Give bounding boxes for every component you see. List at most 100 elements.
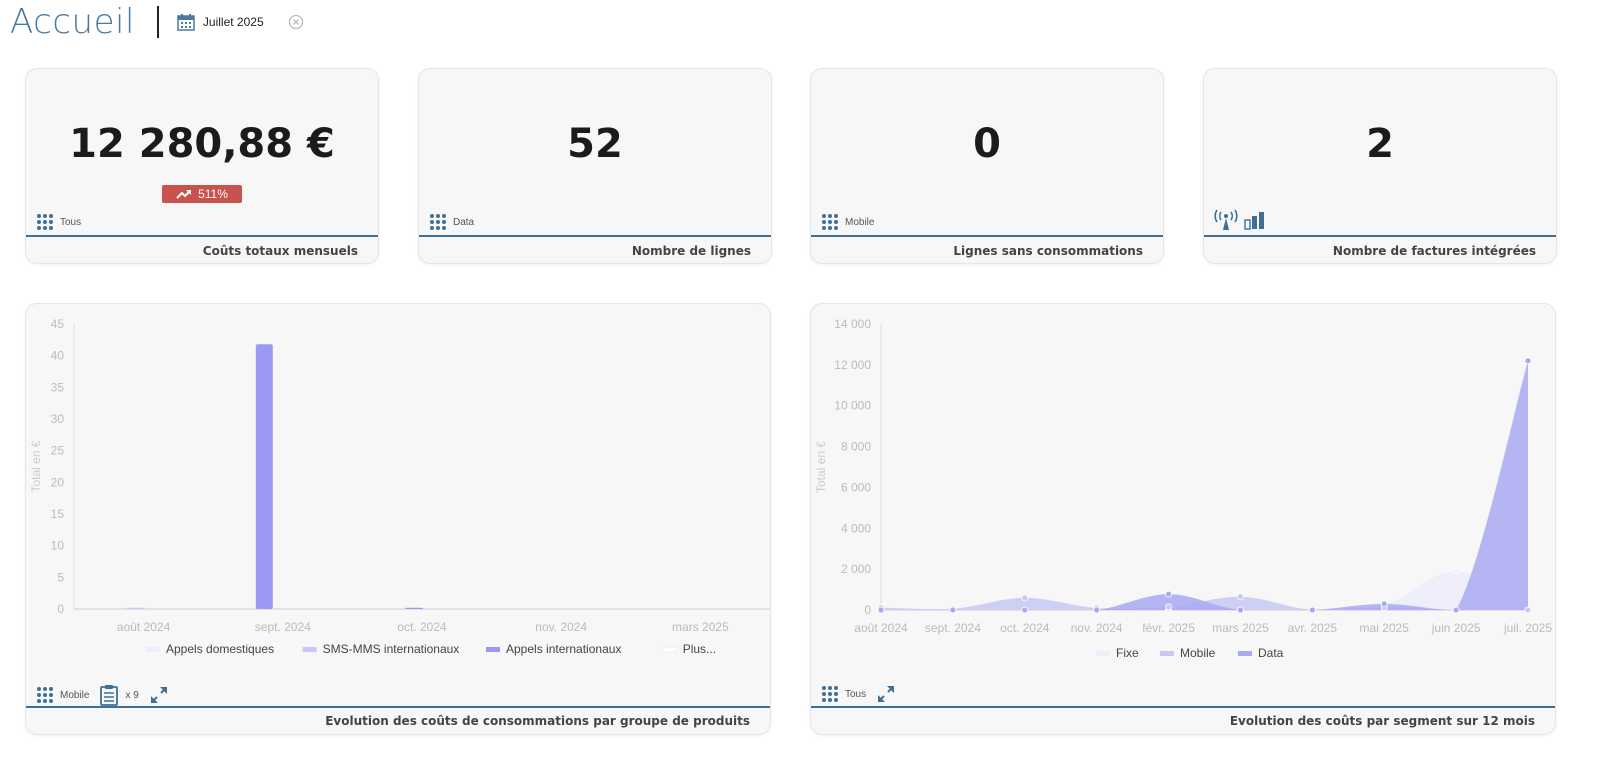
data-point xyxy=(949,606,957,614)
x-tick-label: mars 2025 xyxy=(672,620,729,634)
data-point xyxy=(1237,606,1244,614)
grid-dots-icon xyxy=(822,214,838,230)
y-tick-label: 40 xyxy=(51,349,65,363)
expand-icon[interactable] xyxy=(149,685,169,705)
card-divider xyxy=(1204,235,1556,237)
area-chart-panel: 0 2 000 4 000 6 000 8 000 10 000 12 000 14 000 T… xyxy=(810,303,1556,735)
data-point xyxy=(1165,590,1172,598)
grid-dots-icon xyxy=(822,686,838,702)
data-point xyxy=(1308,606,1316,614)
x-tick-label: mai 2025 xyxy=(1360,621,1410,635)
date-filter-label: Juillet 2025 xyxy=(202,15,264,29)
segment-tag: Mobile x 9 xyxy=(36,684,169,706)
segment-tag: Mobile xyxy=(821,213,874,231)
segment-tag-label: Tous xyxy=(60,216,82,228)
data-point xyxy=(1093,606,1101,614)
y-tick-label: 0 xyxy=(57,602,64,616)
date-filter[interactable]: Juillet 2025 xyxy=(177,13,304,31)
y-tick-label: 12 000 xyxy=(834,358,871,372)
antenna-icon xyxy=(1214,209,1238,230)
y-tick-label: 20 xyxy=(51,475,65,489)
y-tick-label: 10 xyxy=(51,539,65,553)
bar-chart-icon xyxy=(1244,212,1264,230)
kpi-card-total-costs[interactable]: 12 280,88 € 511% Tous Coûts totaux mensu… xyxy=(25,68,379,264)
data-point xyxy=(1524,357,1532,365)
y-tick-label: 10 000 xyxy=(834,399,871,413)
kpi-label: Nombre de lignes xyxy=(631,244,751,258)
x-tick-label: oct. 2024 xyxy=(1000,621,1050,635)
data-point xyxy=(1237,593,1244,601)
bar-chart-panel: 0 5 10 15 20 25 30 35 40 45 Total en € août 2024 sep… xyxy=(25,303,771,735)
bar xyxy=(405,607,423,609)
kpi-value: 2 xyxy=(1366,121,1394,167)
kpi-label: Lignes sans consommations xyxy=(953,244,1143,258)
bar xyxy=(255,344,273,609)
x-tick-label: avr. 2025 xyxy=(1288,621,1338,635)
kpi-value: 0 xyxy=(973,121,1001,167)
segment-tag: Data xyxy=(429,213,474,231)
segment-tag: Tous xyxy=(36,213,81,231)
grid-dots-icon xyxy=(37,687,53,703)
x-tick-label: sept. 2024 xyxy=(925,621,981,635)
panel-title: Evolution des coûts par segment sur 12 m… xyxy=(1229,714,1535,728)
kpi-card-line-count[interactable]: 52 Data Nombre de lignes xyxy=(418,68,772,264)
kpi-card-no-consumption[interactable]: 0 Mobile Lignes sans consommations xyxy=(810,68,1164,264)
legend-swatch xyxy=(662,646,678,653)
page-header: Accueil Juillet 2025 xyxy=(10,0,304,44)
bar-chart[interactable]: 0 5 10 15 20 25 30 35 40 45 Total en € août 2024 sep… xyxy=(26,304,770,674)
segment-tag-label: Tous xyxy=(845,688,867,700)
x-tick-label: août 2024 xyxy=(117,620,171,634)
x-tick-label: nov. 2024 xyxy=(535,620,587,634)
y-tick-label: 45 xyxy=(51,317,65,331)
x-tick-label: août 2024 xyxy=(854,621,908,635)
data-point xyxy=(1452,606,1460,614)
x-tick-label: févr. 2025 xyxy=(1142,621,1195,635)
page-title: Accueil xyxy=(10,2,135,42)
expand-icon[interactable] xyxy=(876,684,896,704)
data-point xyxy=(1524,606,1532,614)
y-tick-label: 4 000 xyxy=(841,521,871,535)
title-separator xyxy=(156,6,159,38)
trend-up-icon xyxy=(176,190,192,199)
y-tick-label: 8 000 xyxy=(841,440,871,454)
trend-badge-value: 511% xyxy=(198,187,228,201)
y-axis-title: Total en € xyxy=(29,440,43,492)
legend-swatch xyxy=(146,647,160,652)
kpi-label: Coûts totaux mensuels xyxy=(202,244,358,258)
clipboard-count: x 9 xyxy=(125,689,139,701)
clipboard-icon[interactable] xyxy=(99,684,119,706)
segment-tag-label: Mobile xyxy=(60,689,90,701)
trend-badge: 511% xyxy=(162,185,242,203)
x-tick-label: sept. 2024 xyxy=(255,620,311,634)
y-tick-label: 0 xyxy=(864,603,871,617)
kpi-card-invoices[interactable]: 2 Nombre de factures intégrées xyxy=(1203,68,1557,264)
bar xyxy=(126,607,145,609)
y-tick-label: 15 xyxy=(51,507,65,521)
data-point xyxy=(877,606,885,614)
card-divider xyxy=(811,706,1555,708)
y-tick-label: 5 xyxy=(57,570,64,584)
legend-item: Fixe xyxy=(1116,646,1139,660)
card-divider xyxy=(26,706,770,708)
clear-filter-icon[interactable] xyxy=(288,14,304,30)
y-tick-label: 6 000 xyxy=(841,480,871,494)
legend-item: Appels domestiques xyxy=(166,642,274,656)
segment-icons xyxy=(1214,209,1266,231)
y-tick-label: 14 000 xyxy=(834,317,871,331)
data-point xyxy=(1380,600,1388,608)
y-tick-label: 25 xyxy=(51,444,65,458)
legend-swatch xyxy=(1238,651,1252,656)
legend-item: Plus... xyxy=(683,642,716,656)
x-tick-label: juil. 2025 xyxy=(1503,621,1552,635)
grid-dots-icon xyxy=(430,214,446,230)
data-point xyxy=(1021,606,1029,614)
x-tick-label: nov. 2024 xyxy=(1071,621,1123,635)
x-tick-label: juin 2025 xyxy=(1431,621,1481,635)
area-chart[interactable]: 0 2 000 4 000 6 000 8 000 10 000 12 000 14 000 T… xyxy=(811,304,1555,674)
legend-item: Appels internationaux xyxy=(506,642,621,656)
card-divider xyxy=(26,235,378,237)
area-series xyxy=(881,360,1528,610)
y-tick-label: 35 xyxy=(51,380,65,394)
card-divider xyxy=(811,235,1163,237)
panel-title: Evolution des coûts de consommations par… xyxy=(325,714,750,728)
